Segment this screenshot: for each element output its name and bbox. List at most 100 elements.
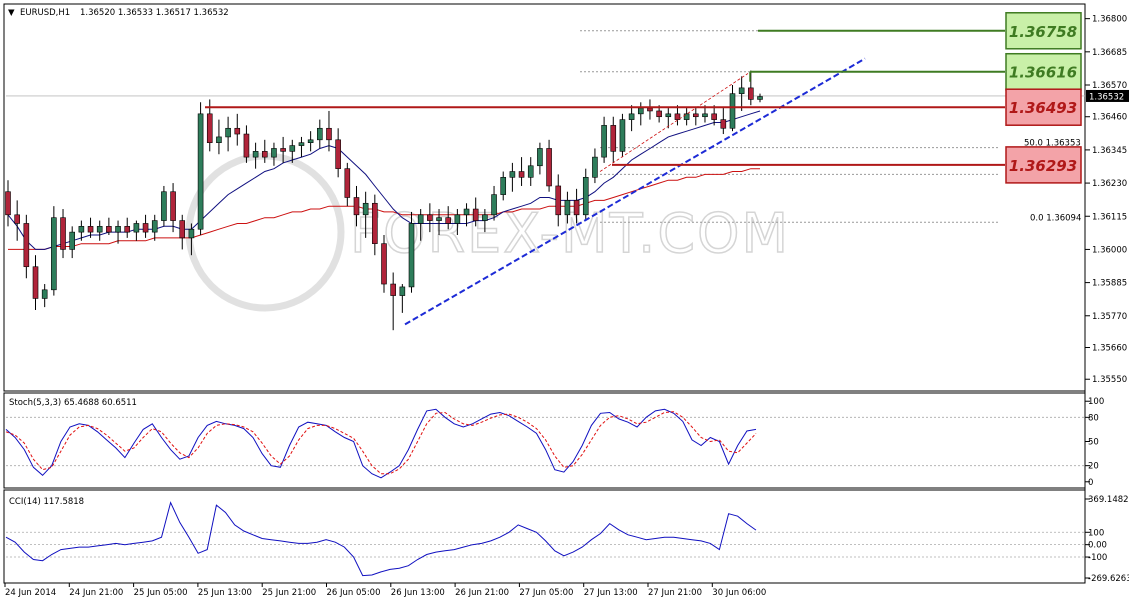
level-label: 1.36493 [1009, 99, 1077, 117]
price-tick-label: 1.36115 [1092, 212, 1127, 222]
candle-bull [51, 217, 57, 291]
price-tick-label: 1.36230 [1092, 179, 1127, 189]
candle-bull [197, 113, 204, 230]
level-box-support [1005, 146, 1082, 184]
candle-bear [60, 217, 66, 250]
time-tick-label: 26 Jun 05:00 [327, 588, 381, 598]
candle-bear [280, 148, 286, 152]
candle-bull [417, 214, 424, 224]
price-tick-label: 1.36345 [1092, 146, 1127, 156]
time-tick-label: 24 Jun 2014 [5, 588, 56, 598]
candle-bull [527, 165, 534, 178]
cci-line [5, 501, 757, 577]
candle-bull [454, 214, 461, 224]
candle-bull [408, 223, 415, 288]
candle-bear [206, 113, 213, 143]
candle-bull [637, 107, 644, 115]
price-tick-label: 1.36000 [1092, 245, 1127, 255]
level-box-resistance [1005, 52, 1082, 91]
cci-tick-label: -100 [1088, 553, 1107, 563]
candle-bull [491, 194, 497, 216]
candle-bear [234, 127, 241, 135]
candle-bull [564, 200, 571, 216]
stoch-tick-label: 50 [1088, 438, 1099, 448]
candle-bull [729, 93, 736, 129]
time-tick-label: 25 Jun 05:00 [134, 588, 188, 598]
candle-bull [216, 136, 222, 143]
price-tick-label: 1.35770 [1092, 312, 1127, 322]
time-tick-label: 27 Jun 05:00 [519, 588, 573, 598]
cci-title: CCI(14) 117.5818 [9, 497, 84, 507]
current-price-box [1086, 89, 1129, 102]
candle-bear [14, 214, 20, 224]
candle-bear [573, 200, 580, 216]
stoch-title: Stoch(5,3,3) 65.4688 60.6511 [9, 398, 137, 408]
price-tick-label: 1.36570 [1092, 81, 1127, 91]
time-tick-label: 26 Jun 13:00 [391, 588, 445, 598]
candle-bear [656, 110, 662, 118]
candle-bull [41, 289, 48, 299]
chart-ohlc: 1.36520 1.36533 1.36517 1.36532 [80, 8, 229, 18]
candle-bull [151, 220, 158, 233]
candle-bull [537, 148, 543, 167]
candle-bear [693, 113, 699, 118]
time-tick-label: 24 Jun 21:00 [69, 588, 123, 598]
level-label: 1.36616 [1009, 64, 1077, 82]
candle-bear [170, 191, 176, 221]
candle-bull [188, 228, 195, 239]
time-tick-label: 26 Jun 21:00 [455, 588, 509, 598]
candle-bear [344, 168, 351, 198]
candle-bull [115, 226, 121, 233]
candle-bear [472, 208, 479, 221]
candle-bear [711, 113, 717, 120]
candle-bull [592, 156, 598, 178]
level-label: 1.36293 [1009, 157, 1077, 175]
price-tick-label: 1.35885 [1092, 279, 1127, 289]
stoch-panel [3, 392, 1086, 489]
candle-bull [509, 171, 516, 178]
candle-bull [69, 231, 75, 250]
current-price-label: 1.36532 [1089, 92, 1124, 102]
time-tick-label: 27 Jun 21:00 [648, 588, 702, 598]
symbol-menu-arrow[interactable]: ▼ [8, 8, 15, 18]
stoch-tick-label: 20 [1088, 462, 1099, 472]
cci-panel [3, 489, 1086, 584]
candle-bear [381, 243, 387, 285]
candle-bull [500, 177, 507, 195]
candle-bear [261, 151, 268, 158]
candle-bull [665, 113, 672, 118]
candle-bull [628, 113, 635, 120]
candle-bull [601, 125, 607, 158]
candle-bull [463, 208, 470, 216]
candle-bear [335, 139, 341, 169]
candle-bear [372, 202, 378, 244]
candle-bear [720, 119, 727, 129]
candle-bull [683, 113, 690, 120]
time-tick-label: 25 Jun 13:00 [198, 588, 252, 598]
candle-bear [610, 125, 617, 152]
candle-bull [738, 87, 745, 94]
candle-bull [757, 96, 763, 100]
ma-fast-line [7, 110, 761, 250]
price-tick-label: 1.35660 [1092, 344, 1127, 354]
candle-bear [390, 283, 396, 296]
candle-bear [353, 197, 360, 216]
candle-bull [399, 286, 406, 296]
candle-bear [546, 148, 552, 187]
candle-bear [647, 107, 653, 112]
price-tick-label: 1.36685 [1092, 48, 1127, 58]
trendline-up[interactable] [404, 57, 866, 326]
candle-bull [298, 142, 305, 146]
stoch-signal-line [5, 411, 757, 475]
candle-bull [161, 191, 167, 221]
time-tick-label: 30 Jun 06:00 [712, 588, 766, 598]
stoch-tick-label: 80 [1088, 413, 1099, 423]
candle-bear [32, 266, 39, 299]
price-tick-label: 1.36460 [1092, 113, 1127, 123]
candle-bear [87, 226, 94, 233]
chart-symbol: EURUSD,H1 [20, 8, 70, 18]
candle-bull [619, 119, 626, 152]
stoch-tick-label: 100 [1088, 397, 1104, 407]
